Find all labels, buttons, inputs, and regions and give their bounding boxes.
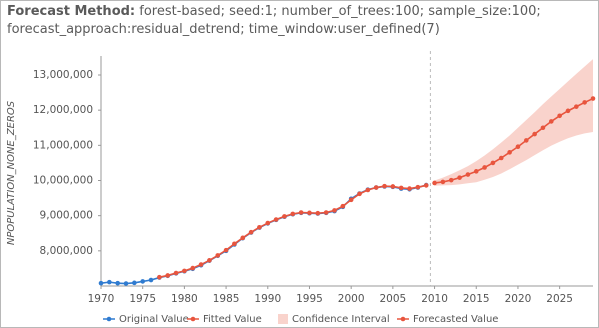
x-tick-label: 1975 <box>129 293 156 305</box>
legend-swatch <box>190 316 196 322</box>
y-axis-label: NPOPULATION_NONE_ZEROS <box>6 100 17 245</box>
point <box>582 100 587 105</box>
y-tick-label: 13,000,000 <box>33 69 93 81</box>
y-tick-label: 9,000,000 <box>40 210 93 222</box>
point <box>373 185 379 190</box>
point <box>523 138 529 143</box>
point <box>215 253 221 258</box>
point <box>240 235 246 241</box>
point <box>557 113 562 119</box>
point <box>415 184 421 190</box>
point <box>248 229 254 235</box>
title-text: forest-based; seed:1; number_of_trees:10… <box>7 4 541 37</box>
point <box>390 184 396 189</box>
legend-swatch <box>106 316 112 322</box>
point <box>473 169 479 174</box>
point <box>282 214 287 219</box>
point <box>448 177 454 183</box>
point <box>549 119 554 124</box>
point <box>290 211 296 217</box>
y-tick-label: 8,000,000 <box>40 245 93 257</box>
point <box>257 224 262 230</box>
point <box>590 96 596 101</box>
legend-label: Fitted Value <box>203 314 262 325</box>
point <box>323 210 329 215</box>
point <box>298 210 304 215</box>
point <box>515 144 521 150</box>
point <box>223 247 229 253</box>
y-tick-label: 12,000,000 <box>33 104 93 116</box>
point <box>107 279 112 285</box>
point <box>165 273 171 278</box>
x-tick-label: 1980 <box>171 293 198 305</box>
x-tick-label: 2005 <box>379 293 406 305</box>
point <box>198 262 204 267</box>
point <box>465 172 471 177</box>
point <box>407 186 412 191</box>
point <box>265 220 271 226</box>
point <box>498 155 504 161</box>
x-tick-label: 2015 <box>463 293 490 305</box>
legend-swatch <box>278 314 288 324</box>
confidence-band <box>434 59 593 186</box>
point <box>332 208 337 213</box>
point <box>190 265 196 271</box>
x-tick-label: 1985 <box>213 293 240 305</box>
point <box>157 274 162 280</box>
point <box>423 183 429 188</box>
x-tick-label: 2025 <box>546 293 573 305</box>
point <box>482 165 487 170</box>
x-tick-label: 1970 <box>88 293 115 305</box>
point <box>507 150 512 155</box>
point <box>123 281 129 286</box>
legend-label: Forecasted Value <box>413 314 498 325</box>
point <box>207 258 212 263</box>
point <box>365 187 371 193</box>
point <box>457 175 462 180</box>
point <box>340 203 346 209</box>
x-tick-label: 1990 <box>254 293 281 305</box>
point <box>532 131 537 137</box>
point <box>173 270 179 276</box>
point <box>315 210 321 216</box>
x-tick-label: 2000 <box>338 293 365 305</box>
point <box>382 183 387 189</box>
point <box>132 280 137 286</box>
point <box>98 280 104 286</box>
legend-label: Original Value <box>119 314 189 325</box>
point <box>307 210 312 216</box>
title-label: Forecast Method: <box>7 4 136 19</box>
point <box>490 160 496 166</box>
point <box>565 108 571 114</box>
point <box>432 180 437 186</box>
point <box>115 280 120 286</box>
point <box>357 191 362 197</box>
legend-swatch <box>400 316 406 322</box>
point <box>140 279 145 284</box>
legend-label: Confidence Interval <box>292 314 390 325</box>
point <box>540 125 546 131</box>
point <box>273 217 279 222</box>
series-line <box>100 184 427 285</box>
point <box>574 104 579 109</box>
y-tick-label: 10,000,000 <box>33 174 93 186</box>
point <box>182 268 187 274</box>
point <box>440 179 446 185</box>
point <box>232 241 237 247</box>
x-tick-label: 1995 <box>296 293 323 305</box>
title: Forecast Method: forest-based; seed:1; n… <box>7 3 592 39</box>
point <box>148 277 154 283</box>
point <box>348 197 354 203</box>
y-tick-label: 11,000,000 <box>33 139 93 151</box>
point <box>398 185 404 191</box>
x-tick-label: 2020 <box>505 293 532 305</box>
x-tick-label: 2010 <box>421 293 448 305</box>
